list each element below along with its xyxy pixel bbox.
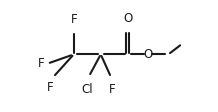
Text: O: O xyxy=(143,48,153,61)
Text: F: F xyxy=(109,83,116,96)
Text: Cl: Cl xyxy=(81,83,93,96)
Text: O: O xyxy=(123,12,132,25)
Text: F: F xyxy=(38,57,45,70)
Text: F: F xyxy=(70,13,77,26)
Text: F: F xyxy=(47,81,53,94)
